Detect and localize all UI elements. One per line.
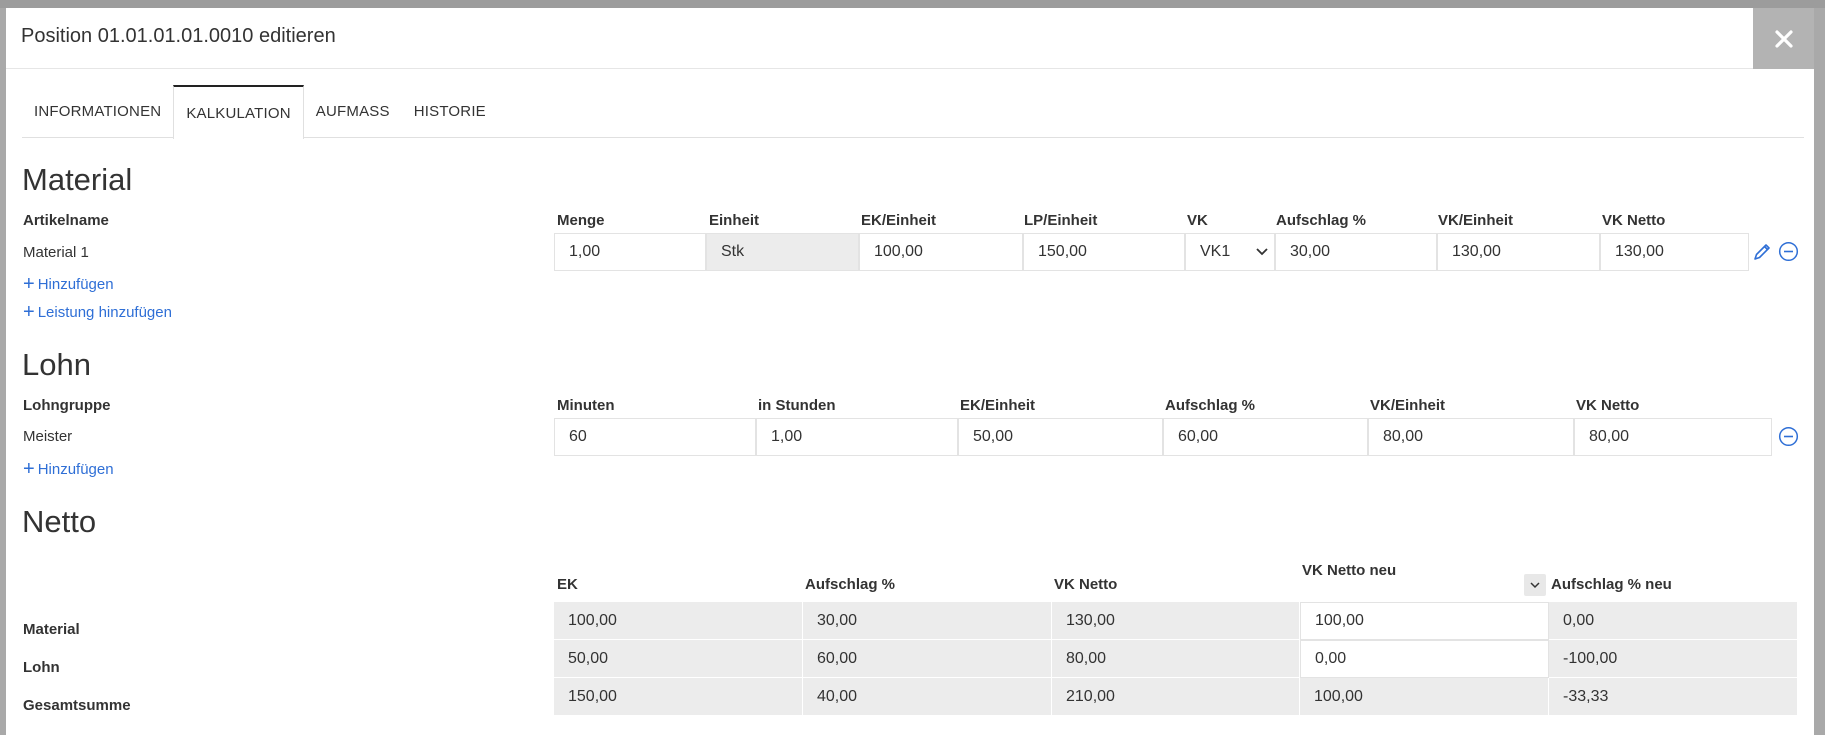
lohn-header-vk-einheit: VK/Einheit <box>1370 397 1446 414</box>
pencil-icon <box>1754 244 1770 260</box>
netto-material-vk-netto: 130,00 <box>1052 602 1300 640</box>
modal-title: Position 01.01.01.01.0010 editieren <box>21 25 336 47</box>
plus-icon: + <box>23 273 35 295</box>
material-section-title: Material <box>22 162 133 197</box>
netto-header-vk-netto: VK Netto <box>1054 576 1118 593</box>
vk-netto-neu-dropdown[interactable] <box>1524 574 1546 596</box>
material-lp-einheit-input[interactable]: 150,00 <box>1023 233 1185 271</box>
lohn-header-aufschlag: Aufschlag % <box>1165 397 1256 414</box>
remove-material-button[interactable] <box>1778 241 1799 267</box>
chevron-down-icon <box>1530 581 1540 588</box>
lohn-minuten-input[interactable]: 60 <box>554 418 756 456</box>
close-icon <box>1774 29 1793 48</box>
material-header-einheit: Einheit <box>709 212 760 229</box>
netto-gesamt-ek: 150,00 <box>554 678 803 716</box>
lohn-row-name: Meister <box>23 428 73 445</box>
remove-lohn-button[interactable] <box>1778 426 1799 452</box>
netto-header-vk-netto-neu: VK Netto neu <box>1302 562 1397 579</box>
netto-section-title: Netto <box>22 504 97 539</box>
edit-position-modal: Position 01.01.01.01.0010 editieren INFO… <box>6 8 1814 735</box>
plus-icon: + <box>23 458 35 480</box>
material-menge-input[interactable]: 1,00 <box>554 233 706 271</box>
netto-material-aufschlag-neu: 0,00 <box>1549 602 1798 640</box>
tab-aufmass[interactable]: AUFMASS <box>315 103 390 120</box>
material-vk-einheit-input[interactable]: 130,00 <box>1437 233 1600 271</box>
netto-material-vk-netto-neu-input[interactable]: 100,00 <box>1300 602 1549 640</box>
netto-material-aufschlag: 30,00 <box>803 602 1052 640</box>
netto-gesamt-aufschlag: 40,00 <box>803 678 1052 716</box>
material-header-vk-einheit: VK/Einheit <box>1438 212 1514 229</box>
material-header-vk-netto: VK Netto <box>1602 212 1666 229</box>
lohn-ek-einheit-input[interactable]: 50,00 <box>958 418 1163 456</box>
material-vk-selected-value: VK1 <box>1200 243 1231 260</box>
material-header-aufschlag: Aufschlag % <box>1276 212 1367 229</box>
tab-kalkulation[interactable]: KALKULATION <box>173 85 304 139</box>
lohn-aufschlag-input[interactable]: 60,00 <box>1163 418 1368 456</box>
netto-lohn-ek: 50,00 <box>554 640 803 678</box>
lohn-stunden-input[interactable]: 1,00 <box>756 418 958 456</box>
netto-lohn-vk-netto: 80,00 <box>1052 640 1300 678</box>
backdrop <box>0 0 1825 8</box>
material-vk-netto-input[interactable]: 130,00 <box>1600 233 1749 271</box>
material-header-artikelname: Artikelname <box>23 212 109 229</box>
netto-lohn-vk-netto-neu-input[interactable]: 0,00 <box>1300 640 1549 678</box>
edit-material-button[interactable] <box>1752 242 1772 267</box>
chevron-down-icon <box>1256 248 1268 256</box>
material-ek-einheit-input[interactable]: 100,00 <box>859 233 1023 271</box>
netto-header-aufschlag: Aufschlag % <box>805 576 896 593</box>
material-row-name: Material 1 <box>23 244 89 261</box>
material-header-vk: VK <box>1187 212 1208 229</box>
netto-gesamt-vk-netto: 210,00 <box>1052 678 1300 716</box>
lohn-header-stunden: in Stunden <box>758 397 836 414</box>
minus-circle-icon <box>1778 241 1799 262</box>
minus-circle-icon <box>1778 426 1799 447</box>
material-add-service-label: Leistung hinzufügen <box>37 304 172 321</box>
tab-historie[interactable]: HISTORIE <box>413 103 486 120</box>
lohn-vk-einheit-input[interactable]: 80,00 <box>1368 418 1574 456</box>
lohn-header-lohngruppe: Lohngruppe <box>23 397 111 414</box>
plus-icon: + <box>23 301 35 323</box>
netto-gesamt-aufschlag-neu: -33,33 <box>1549 678 1798 716</box>
netto-row-label-lohn: Lohn <box>23 659 60 676</box>
material-add-link[interactable]: + Hinzufügen <box>23 273 114 295</box>
lohn-vk-netto-input[interactable]: 80,00 <box>1574 418 1772 456</box>
material-vk-select[interactable]: VK1 <box>1185 233 1275 271</box>
netto-header-aufschlag-neu: Aufschlag % neu <box>1551 576 1672 593</box>
material-add-label: Hinzufügen <box>37 276 114 293</box>
lohn-header-ek-einheit: EK/Einheit <box>960 397 1036 414</box>
modal-header: Position 01.01.01.01.0010 editieren <box>6 8 1814 69</box>
material-aufschlag-input[interactable]: 30,00 <box>1275 233 1437 271</box>
netto-row-label-material: Material <box>23 621 80 638</box>
material-add-service-link[interactable]: + Leistung hinzufügen <box>23 301 172 323</box>
material-einheit-field: Stk <box>706 233 859 271</box>
tab-bar: INFORMATIONEN KALKULATION AUFMASS HISTOR… <box>22 85 1804 139</box>
netto-gesamt-vk-netto-neu: 100,00 <box>1300 678 1549 716</box>
tab-informationen[interactable]: INFORMATIONEN <box>34 103 162 120</box>
lohn-section-title: Lohn <box>22 347 91 382</box>
lohn-add-link[interactable]: + Hinzufügen <box>23 458 114 480</box>
lohn-header-vk-netto: VK Netto <box>1576 397 1640 414</box>
netto-material-ek: 100,00 <box>554 602 803 640</box>
material-header-lp-einheit: LP/Einheit <box>1024 212 1098 229</box>
netto-lohn-aufschlag-neu: -100,00 <box>1549 640 1798 678</box>
lohn-header-minuten: Minuten <box>557 397 615 414</box>
material-header-ek-einheit: EK/Einheit <box>861 212 937 229</box>
close-button[interactable] <box>1753 8 1814 69</box>
material-header-menge: Menge <box>557 212 605 229</box>
lohn-add-label: Hinzufügen <box>37 461 114 478</box>
netto-lohn-aufschlag: 60,00 <box>803 640 1052 678</box>
netto-header-ek: EK <box>557 576 578 593</box>
netto-row-label-gesamtsumme: Gesamtsumme <box>23 697 131 714</box>
